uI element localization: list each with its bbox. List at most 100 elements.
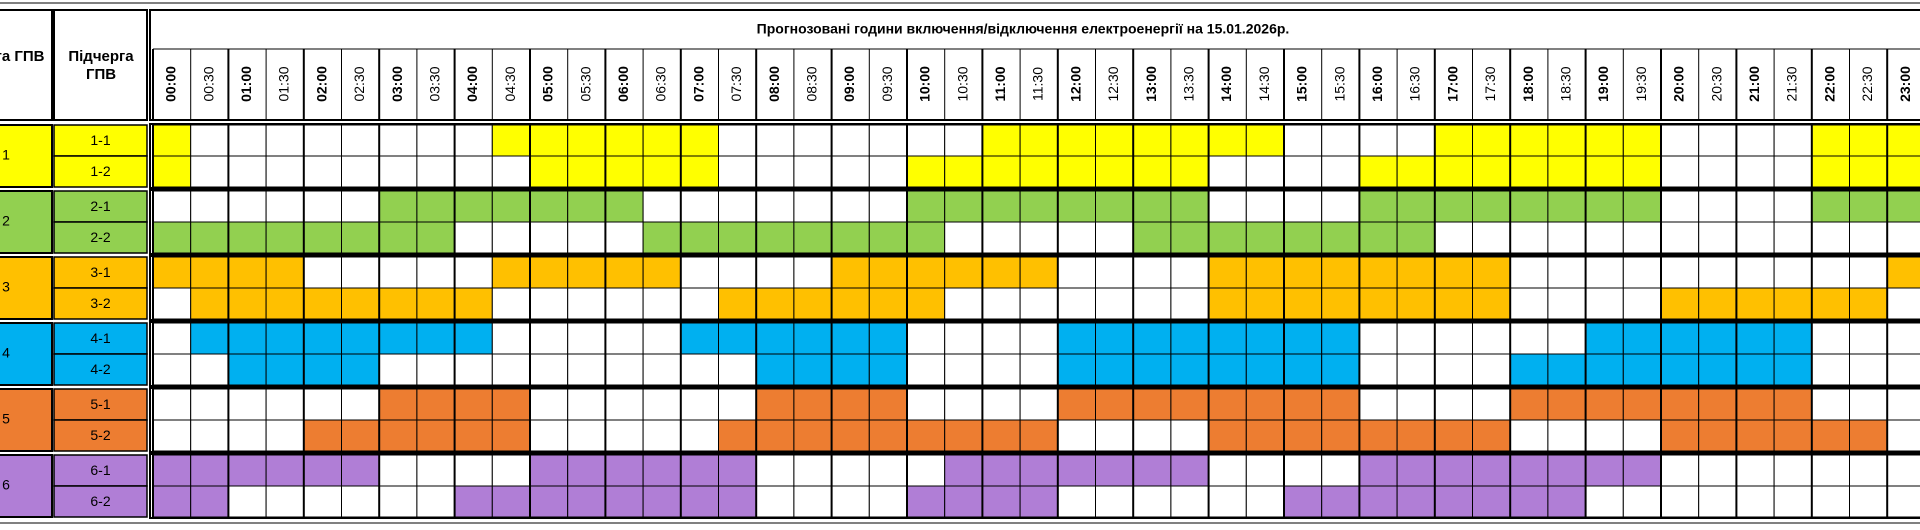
- schedule-cell: [831, 190, 870, 223]
- schedule-cell: [680, 256, 719, 289]
- schedule-cell: [1622, 454, 1662, 487]
- schedule-cell: [793, 454, 833, 487]
- schedule-cell: [491, 388, 531, 421]
- schedule-cell: [378, 190, 418, 223]
- time-label: 19:00: [1595, 66, 1611, 102]
- schedule-cell: [1095, 287, 1134, 320]
- schedule-cell: [831, 256, 870, 289]
- schedule-cell: [868, 221, 908, 254]
- left-header-frame: [53, 9, 148, 121]
- schedule-cell: [1019, 388, 1059, 421]
- schedule-cell: [944, 221, 983, 254]
- schedule-cell: [1773, 256, 1813, 289]
- schedule-cell: [1132, 419, 1172, 452]
- schedule-cell: [868, 155, 908, 188]
- schedule-cell: [1057, 454, 1097, 487]
- schedule-cell: [831, 388, 870, 421]
- schedule-cell: [1886, 353, 1920, 386]
- schedule-cell: [190, 353, 229, 386]
- group-frame: [149, 453, 1920, 519]
- schedule-cell: [1019, 221, 1059, 254]
- schedule-cell: [265, 485, 305, 518]
- schedule-cell: [1472, 155, 1511, 188]
- schedule-cell: [1396, 287, 1436, 320]
- schedule-cell: [378, 353, 418, 386]
- schedule-cell: [529, 485, 569, 518]
- schedule-cell: [378, 485, 418, 518]
- schedule-cell: [1358, 287, 1398, 320]
- schedule-cell: [1886, 256, 1920, 289]
- schedule-cell: [718, 353, 757, 386]
- schedule-cell: [1849, 221, 1888, 254]
- queue-header: Черга ГПВ: [0, 48, 45, 65]
- schedule-cell: [341, 454, 380, 487]
- schedule-cell: [1509, 124, 1549, 157]
- time-label: 08:00: [766, 66, 782, 102]
- schedule-cell: [491, 221, 531, 254]
- schedule-cell: [906, 155, 946, 188]
- schedule-cell: [1170, 190, 1210, 223]
- time-label: 22:00: [1821, 66, 1837, 102]
- schedule-cell: [604, 190, 644, 223]
- schedule-cell: [793, 190, 833, 223]
- schedule-cell: [1132, 322, 1172, 355]
- schedule-cell: [1698, 155, 1737, 188]
- schedule-cell: [1509, 388, 1549, 421]
- subqueue-label: 5-2: [90, 427, 110, 443]
- schedule-cell: [642, 388, 682, 421]
- schedule-cell: [416, 190, 456, 223]
- schedule-cell: [1283, 353, 1323, 386]
- schedule-cell: [831, 287, 870, 320]
- schedule-cell: [1509, 419, 1549, 452]
- subqueue-label: 4-1: [90, 330, 110, 346]
- schedule-cell: [868, 256, 908, 289]
- schedule-cell: [567, 322, 606, 355]
- schedule-cell: [1660, 124, 1700, 157]
- schedule-cell: [1245, 221, 1285, 254]
- schedule-cell: [1585, 190, 1624, 223]
- schedule-cell: [1283, 322, 1323, 355]
- schedule-cell: [718, 485, 757, 518]
- schedule-cell: [1849, 124, 1888, 157]
- schedule-cell: [1170, 388, 1210, 421]
- schedule-cell: [1811, 124, 1851, 157]
- schedule-cell: [1811, 221, 1851, 254]
- schedule-cell: [1208, 388, 1247, 421]
- schedule-cell: [868, 353, 908, 386]
- queue-cell: [0, 388, 53, 452]
- schedule-cell: [152, 155, 192, 188]
- schedule-cell: [265, 388, 305, 421]
- schedule-cell: [1170, 353, 1210, 386]
- schedule-cell: [1434, 256, 1474, 289]
- schedule-cell: [303, 124, 342, 157]
- schedule-cell: [1509, 190, 1549, 223]
- schedule-cell: [341, 353, 380, 386]
- schedule-cell: [1321, 287, 1360, 320]
- schedule-cell: [1208, 485, 1247, 518]
- schedule-cell: [1019, 256, 1059, 289]
- schedule-cell: [265, 454, 305, 487]
- time-label: 17:00: [1444, 66, 1460, 102]
- subqueue-cell: [53, 388, 148, 421]
- schedule-cell: [1321, 221, 1360, 254]
- schedule-cell: [491, 155, 531, 188]
- schedule-cell: [906, 190, 946, 223]
- schedule-cell: [378, 419, 418, 452]
- schedule-cell: [1434, 353, 1474, 386]
- schedule-cell: [303, 485, 342, 518]
- schedule-cell: [793, 124, 833, 157]
- schedule-cell: [604, 124, 644, 157]
- schedule-cell: [981, 124, 1021, 157]
- schedule-cell: [152, 287, 192, 320]
- schedule-cell: [1886, 221, 1920, 254]
- schedule-cell: [529, 221, 569, 254]
- schedule-cell: [227, 419, 267, 452]
- schedule-cell: [416, 221, 456, 254]
- schedule-cell: [303, 322, 342, 355]
- schedule-cell: [265, 419, 305, 452]
- schedule-cell: [1585, 155, 1624, 188]
- schedule-cell: [454, 221, 493, 254]
- schedule-cell: [303, 454, 342, 487]
- schedule-cell: [1735, 388, 1775, 421]
- schedule-cell: [604, 322, 644, 355]
